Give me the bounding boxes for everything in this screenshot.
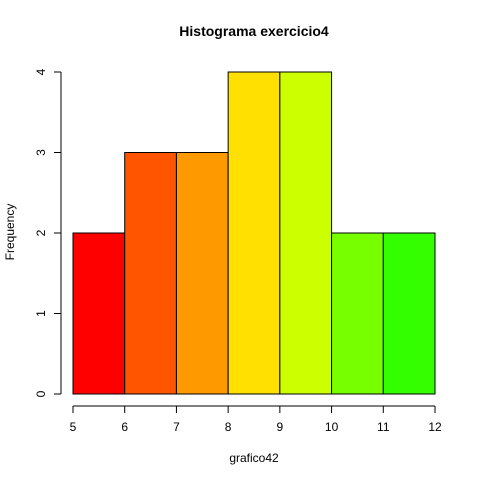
y-tick-label: 3 [34, 149, 48, 156]
x-tick-label: 6 [121, 420, 128, 434]
histogram-bar [175, 152, 229, 395]
histogram-bar [124, 152, 177, 395]
x-tick-label: 11 [377, 420, 390, 434]
x-tick-label: 8 [225, 420, 232, 434]
x-tick-label: 5 [70, 420, 77, 434]
x-axis: 5 6 7 8 9 10 11 12 [70, 405, 442, 434]
x-tick-label: 9 [277, 420, 284, 434]
histogram-bar [279, 71, 333, 395]
y-tick-label: 2 [34, 229, 48, 236]
x-tick-label: 7 [173, 420, 180, 434]
x-axis-label: grafico42 [229, 451, 279, 465]
chart-title: Histograma exercicio4 [179, 23, 329, 39]
histogram-bar [331, 232, 384, 395]
y-axis-label: Frequency [3, 204, 17, 261]
y-tick-label: 4 [34, 68, 48, 75]
x-tick-label: 10 [325, 420, 339, 434]
bars-layer [72, 71, 436, 395]
y-tick-label: 0 [34, 390, 48, 397]
histogram-bar [72, 232, 126, 395]
histogram-bar [382, 232, 436, 395]
y-axis: 0 1 2 3 4 [34, 68, 62, 397]
x-tick-label: 12 [428, 420, 442, 434]
y-tick-label: 1 [34, 310, 48, 317]
histogram-bar [227, 71, 281, 395]
